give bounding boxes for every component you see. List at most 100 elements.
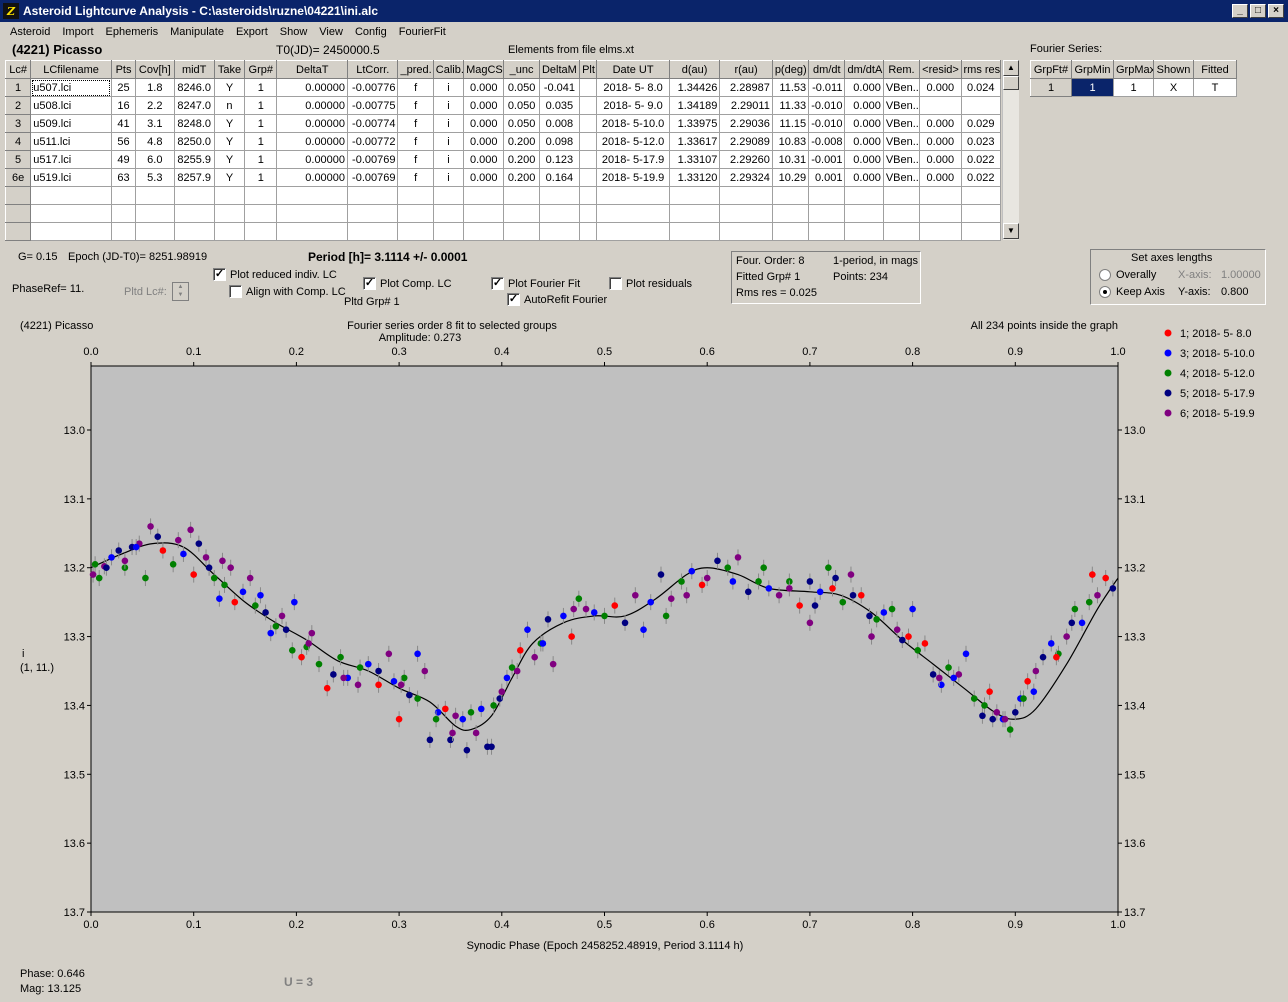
table-cell[interactable] <box>110 222 137 241</box>
data-point[interactable] <box>688 567 696 575</box>
data-point[interactable] <box>406 691 413 699</box>
table-cell[interactable]: 0.050 <box>503 96 540 115</box>
table-cell[interactable] <box>347 204 399 223</box>
table-cell[interactable]: -0.008 <box>808 132 846 151</box>
table-cell[interactable] <box>213 222 246 241</box>
row-header[interactable]: 5 <box>4 150 32 169</box>
row-header[interactable]: 1 <box>4 78 32 97</box>
table-cell[interactable]: Y <box>213 132 246 151</box>
data-point[interactable] <box>132 543 140 551</box>
data-point[interactable] <box>257 591 264 599</box>
table-cell[interactable] <box>276 186 349 205</box>
table-cell[interactable] <box>432 186 465 205</box>
data-point[interactable] <box>1047 640 1055 647</box>
data-point[interactable] <box>829 585 836 592</box>
table-cell[interactable]: -0.011 <box>808 78 846 97</box>
table-cell[interactable]: 5.3 <box>135 168 175 187</box>
data-point[interactable] <box>839 598 847 606</box>
data-point[interactable] <box>272 622 280 630</box>
table-cell[interactable]: n <box>213 96 246 115</box>
data-point[interactable] <box>397 681 405 689</box>
table-cell[interactable]: 0.000 <box>844 114 884 133</box>
table-cell[interactable] <box>30 186 112 205</box>
data-point[interactable] <box>1085 598 1093 606</box>
data-point[interactable] <box>442 705 449 713</box>
data-point[interactable] <box>683 591 690 599</box>
row-header[interactable] <box>4 186 32 205</box>
data-point[interactable] <box>169 560 177 568</box>
menu-fourierfit[interactable]: FourierFit <box>398 25 446 38</box>
align-comp-checkbox[interactable]: Align with Comp. LC <box>229 285 346 298</box>
data-point[interactable] <box>459 715 467 723</box>
table-cell[interactable]: -0.00776 <box>347 78 399 97</box>
data-point[interactable] <box>432 715 440 723</box>
data-point[interactable] <box>524 626 531 633</box>
col-header[interactable]: Grp# <box>244 60 278 79</box>
data-point[interactable] <box>1071 605 1079 613</box>
data-point[interactable] <box>1012 709 1019 716</box>
data-point[interactable] <box>239 588 247 596</box>
table-cell[interactable]: 4.8 <box>135 132 175 151</box>
data-point[interactable] <box>252 602 259 609</box>
xaxis-value[interactable]: 1.00000 <box>1221 269 1261 281</box>
table-cell[interactable]: 1.33120 <box>668 168 721 187</box>
table-cell[interactable] <box>844 222 884 241</box>
data-point[interactable] <box>503 674 511 682</box>
table-cell[interactable] <box>432 204 465 223</box>
table-cell[interactable] <box>668 204 721 223</box>
table-cell[interactable]: -0.00769 <box>347 150 399 169</box>
data-point[interactable] <box>174 536 182 544</box>
data-point[interactable] <box>262 609 269 616</box>
col-header[interactable]: Take <box>213 60 246 79</box>
table-cell[interactable] <box>882 204 921 223</box>
col-header[interactable]: DeltaT <box>276 60 349 79</box>
table-cell[interactable]: 0.164 <box>538 168 581 187</box>
data-point[interactable] <box>89 571 97 578</box>
data-point[interactable] <box>121 557 129 565</box>
table-cell[interactable]: 1.33975 <box>668 114 721 133</box>
fourier-cell[interactable]: 1 <box>1030 78 1072 97</box>
fourier-series-table[interactable]: GrpFt# GrpMin GrpMax Shown Fitted 1 1 1 X T <box>1030 60 1237 97</box>
data-point[interactable] <box>825 564 832 572</box>
menu-asteroid[interactable]: Asteroid <box>10 25 51 38</box>
table-cell[interactable] <box>276 204 349 223</box>
table-cell[interactable] <box>919 96 962 115</box>
table-cell[interactable]: f <box>397 168 434 187</box>
table-cell[interactable]: 8255.9 <box>173 150 215 169</box>
table-cell[interactable] <box>882 222 921 241</box>
row-header[interactable]: 3 <box>4 114 32 133</box>
data-point[interactable] <box>108 554 115 561</box>
data-point[interactable] <box>950 674 957 682</box>
table-cell[interactable]: u509.lci <box>30 114 112 133</box>
table-cell[interactable]: 49 <box>110 150 137 169</box>
col-header[interactable]: d(au) <box>668 60 721 79</box>
table-cell[interactable] <box>579 168 598 187</box>
fourier-col-header[interactable]: GrpMax <box>1113 60 1154 79</box>
data-point[interactable] <box>330 671 337 678</box>
data-point[interactable] <box>278 612 286 620</box>
table-cell[interactable] <box>244 222 278 241</box>
data-point[interactable] <box>364 660 372 668</box>
data-point[interactable] <box>921 640 929 647</box>
table-cell[interactable]: u507.lci <box>30 78 112 97</box>
data-point[interactable] <box>744 588 752 596</box>
table-cell[interactable]: Y <box>213 114 246 133</box>
table-cell[interactable] <box>844 186 884 205</box>
table-cell[interactable]: i <box>432 150 465 169</box>
table-cell[interactable]: u517.lci <box>30 150 112 169</box>
table-cell[interactable] <box>244 204 278 223</box>
data-point[interactable] <box>1053 653 1060 661</box>
data-point[interactable] <box>1109 585 1117 592</box>
data-point[interactable] <box>115 547 123 554</box>
col-header[interactable]: Pts <box>110 60 137 79</box>
table-cell[interactable] <box>579 150 598 169</box>
table-cell[interactable]: 0.00000 <box>276 150 349 169</box>
table-cell[interactable]: VBen.. <box>882 114 921 133</box>
table-cell[interactable] <box>173 186 215 205</box>
table-cell[interactable]: 2018- 5-10.0 <box>596 114 670 133</box>
data-point[interactable] <box>909 605 916 613</box>
data-point[interactable] <box>488 743 495 751</box>
table-cell[interactable]: 2018- 5- 9.0 <box>596 96 670 115</box>
table-cell[interactable]: 0.000 <box>844 96 884 115</box>
table-cell[interactable]: -0.010 <box>808 114 846 133</box>
